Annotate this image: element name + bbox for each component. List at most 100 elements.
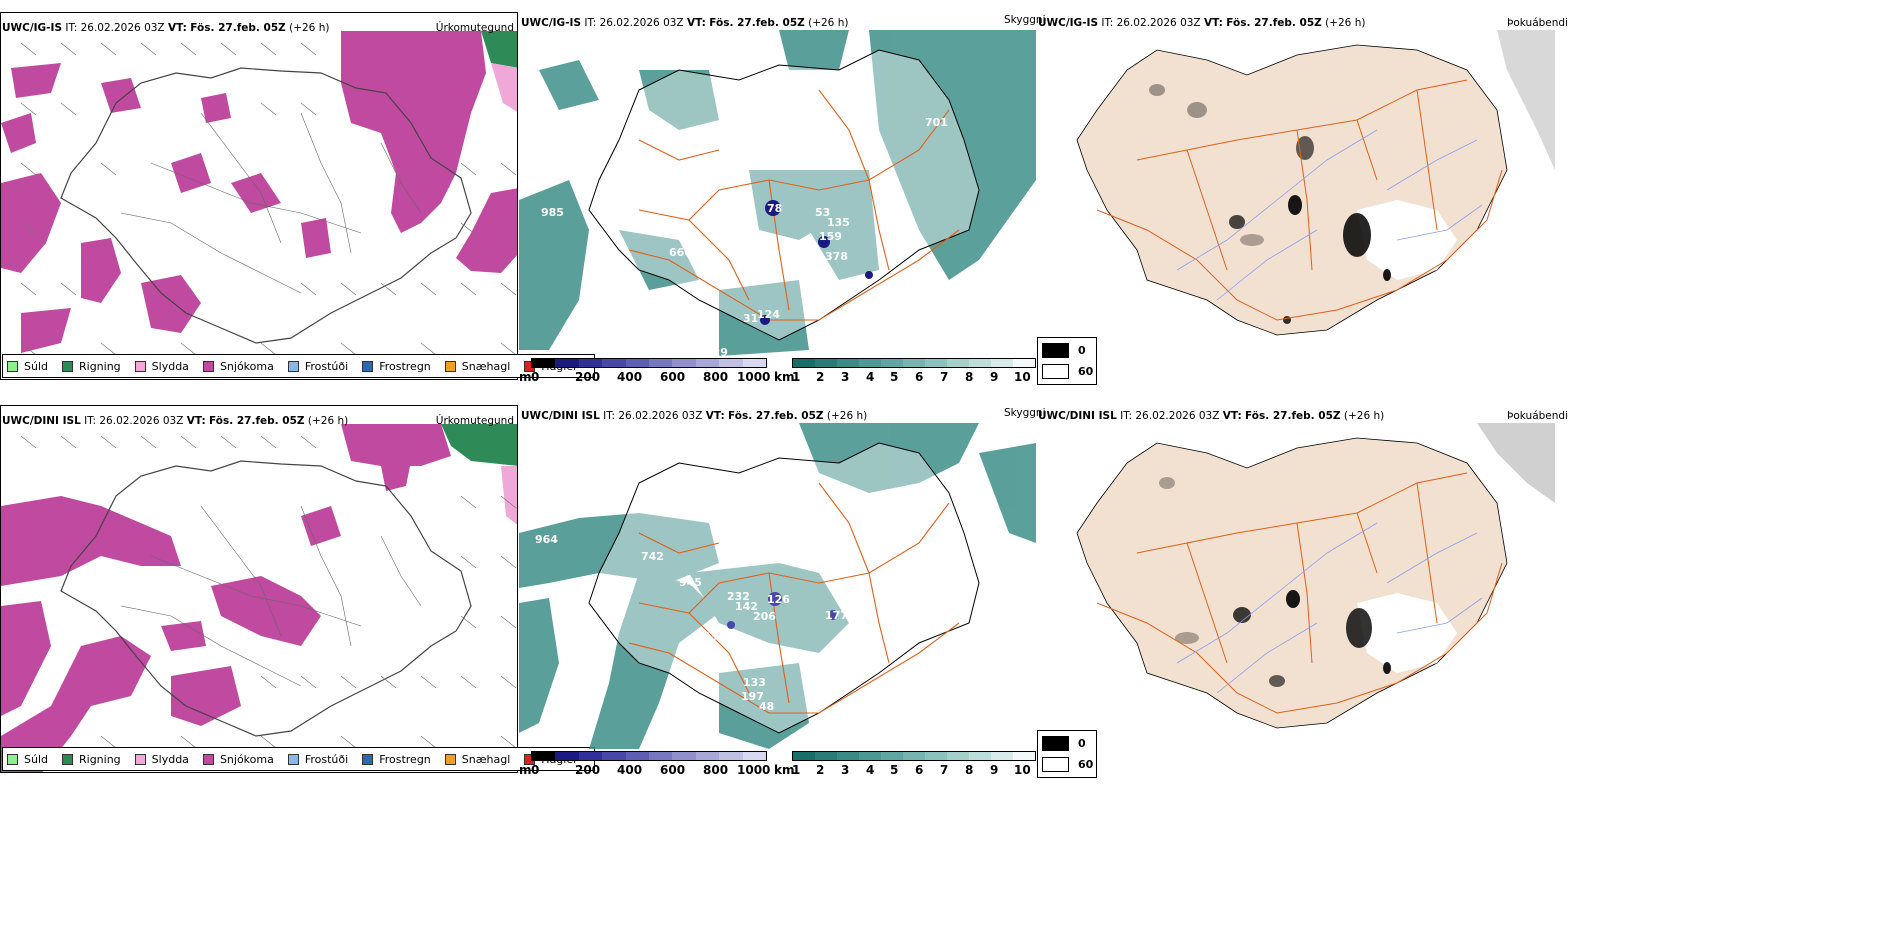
legend-item-snow: Snjókoma [202,753,274,766]
issue-time: 26.02.2026 03Z [80,22,165,34]
model-name: UWC/IG-IS [1038,17,1099,29]
road-lines [120,112,422,294]
legend-item-rain: Rigning [62,360,121,373]
value-label: 964 [535,533,558,546]
colorbar-tick: 400 [617,370,643,384]
colorbar-tick: 6 [915,370,924,384]
iceland-land [1076,44,1508,336]
iceland-outline [588,442,980,734]
river-network [1176,522,1483,694]
value-label: 789 [619,185,642,198]
fog-map-canvas [1076,423,1555,729]
iceland-outline [60,67,472,344]
precip-map-top [0,12,518,380]
value-label: 742 [641,550,664,563]
fog-type-title-bottom: Þokuábendi [1507,410,1568,422]
value-label: 31 [743,312,758,325]
legend-item-freezing-rain: Frostregn [362,360,431,373]
colorbar-tick: 7 [940,763,949,777]
lead-time: (+26 h) [307,415,349,427]
glacier-white [1357,200,1457,280]
issue-time: 26.02.2026 03Z [1116,17,1201,29]
offshore-fog [1497,30,1555,170]
precip-header-top: UWC/IG-IS IT: 26.02.2026 03Z VT: Fös. 27… [2,22,330,34]
legend-item-freezing-drizzle: Frostúði [287,360,348,373]
value-label: 232 [727,590,750,603]
issue-time: 26.02.2026 03Z [1135,410,1220,422]
colorbar-tick: 9 [990,370,999,384]
legend-item-drizzle: Súld [7,360,48,373]
iceland-outline [60,460,472,737]
colorbar-tick: 200 [575,763,601,777]
visibility-colorbar-bottom: km 1 2 3 4 5 6 7 8 9 10 [774,749,1036,779]
visibility-areas [519,30,1036,356]
colorbar-tick: 5 [890,370,899,384]
colorbar-tick: 6 [915,763,924,777]
colorbar-tick: 0 [531,370,540,384]
legend-item-freezing-rain: Frostregn [362,753,431,766]
lead-time: (+26 h) [1325,17,1366,29]
wind-barbs [20,435,517,749]
road-network [1096,472,1503,714]
valid-time: Fös. 27.feb. 05Z [190,22,286,34]
offshore-fog [1477,423,1555,503]
sleet-area [491,63,517,112]
river-network [1176,129,1483,301]
road-network [1096,79,1503,321]
colorbar-tick: 1000 [737,370,771,384]
colorbar-tick: 10 [1014,370,1031,384]
value-label: 701 [925,116,948,129]
sleet-area [501,466,517,525]
valid-time: Fös. 27.feb. 05Z [209,415,305,427]
colorbar-tick: 1 [792,763,801,777]
fog-map-top [1037,30,1555,360]
precip-type-title-top: Úrkomutegund [435,22,514,34]
cloud-map-top: 504 789 40 985 93 666 78 53 135 159 378 … [519,30,1036,356]
legend-item-sleet: Slydda [134,753,189,766]
lead-time: (+26 h) [1343,410,1385,422]
value-label: 124 [757,308,780,321]
rain-area [481,31,517,68]
value-label: 135 [827,216,850,229]
colorbar-tick: 10 [1014,763,1031,777]
valid-time: Fös. 27.feb. 05Z [728,410,824,422]
model-name: UWC/DINI ISL [2,415,81,427]
colorbar-tick: 9 [990,763,999,777]
cloud-type-title-bottom: Skyggni [1004,407,1046,419]
model-name: UWC/IG-IS [2,22,63,34]
colorbar-tick: 200 [575,370,601,384]
value-label: 126 [767,593,790,606]
colorbar-unit: km [774,763,795,777]
legend-item-snow-pellets: Snæhagl [444,753,510,766]
value-label: 159 [819,230,842,243]
colorbar-tick: 800 [703,763,729,777]
colorbar-tick: 600 [660,763,686,777]
colorbar-tick: 4 [866,763,875,777]
precip-map-canvas [1,31,517,356]
value-label: 197 [741,690,764,703]
colorbar-tick: 2 [816,763,825,777]
fog-legend-high: 0 [1078,737,1086,750]
value-label: 666 [669,246,692,259]
fog-header-bottom: UWC/DINI ISL IT: 26.02.2026 03Z VT: Fös.… [1038,410,1385,422]
wind-barbs [20,42,517,356]
legend-item-rain: Rigning [62,753,121,766]
fog-map-bottom [1037,423,1555,753]
colorbar-tick: 3 [841,370,850,384]
fog-map-canvas [1076,30,1555,336]
precip-map-canvas [1,424,517,772]
value-label: 334 [683,638,706,651]
colorbar-unit: m [519,763,532,777]
value-label: 48 [759,700,774,713]
iceland-outline [588,49,980,341]
issue-time: 26.02.2026 03Z [99,415,184,427]
valid-time: Fös. 27.feb. 05Z [1226,17,1322,29]
colorbar-tick: 3 [841,763,850,777]
legend-item-snow-pellets: Snæhagl [444,360,510,373]
model-name: UWC/DINI ISL [1038,410,1117,422]
fog-legend-top: 0 60 [1037,337,1097,385]
precip-legend-top: Súld Rigning Slydda Snjókoma Frostúði Fr… [2,354,596,378]
fog-legend-bottom: 0 60 [1037,730,1097,778]
rain-area [441,424,517,466]
model-name: UWC/DINI ISL [521,410,600,422]
